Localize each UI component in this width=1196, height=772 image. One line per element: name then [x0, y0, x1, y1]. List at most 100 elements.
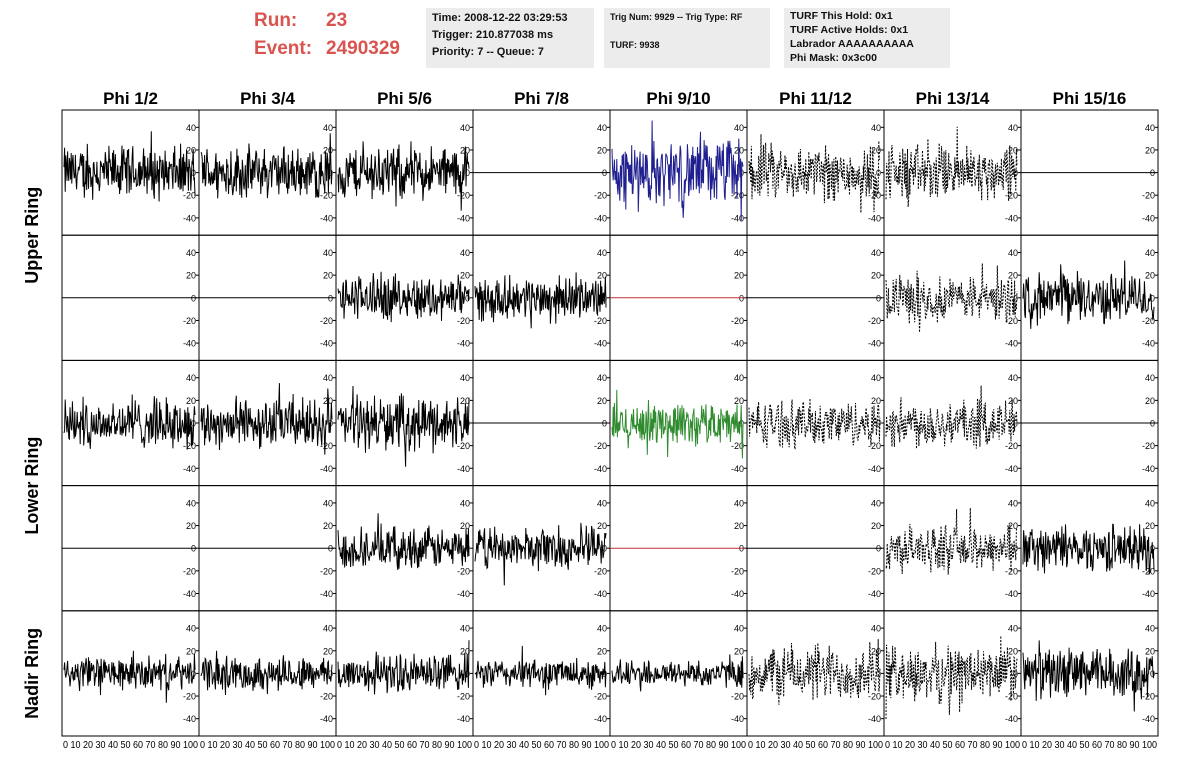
waveform-trace [474, 645, 607, 696]
y-tick-label: -40 [183, 589, 196, 599]
x-tick-labels: 0 10 20 30 40 50 60 70 80 90 100 [1022, 740, 1157, 751]
y-tick-label: 40 [460, 123, 470, 133]
run-label: Run: [254, 10, 298, 31]
waveform-trace [337, 385, 470, 467]
ring-label: Nadir Ring [22, 628, 42, 719]
y-tick-label: 40 [871, 498, 881, 508]
y-tick-label: 20 [734, 271, 744, 281]
y-tick-label: -20 [1005, 692, 1018, 702]
run-value: 23 [326, 10, 348, 31]
x-tick-labels: 0 10 20 30 40 50 60 70 80 90 100 [748, 740, 883, 751]
y-tick-label: 20 [1145, 646, 1155, 656]
y-tick-label: -40 [457, 339, 470, 349]
column-title: Phi 1/2 [103, 89, 158, 108]
y-tick-label: -20 [1142, 566, 1155, 576]
y-tick-label: 20 [1008, 521, 1018, 531]
y-tick-label: 40 [597, 248, 607, 258]
event-value: 2490329 [326, 38, 400, 59]
y-tick-label: -20 [1142, 441, 1155, 451]
y-tick-label: 40 [460, 248, 470, 258]
waveform-trace [611, 389, 744, 459]
y-tick-label: 40 [323, 624, 333, 634]
y-tick-label: 40 [734, 373, 744, 383]
time-text: Time: 2008-12-22 03:29:53 [432, 12, 568, 24]
y-tick-label: 20 [871, 271, 881, 281]
y-tick-label: -20 [1005, 316, 1018, 326]
y-tick-label: -20 [594, 692, 607, 702]
y-tick-label: -20 [868, 566, 881, 576]
y-tick-label: -40 [731, 339, 744, 349]
y-tick-label: -40 [594, 213, 607, 223]
trig-num-text: Trig Num: 9929 -- Trig Type: RF [610, 12, 743, 22]
y-tick-label: -40 [868, 589, 881, 599]
y-tick-label: 40 [1008, 624, 1018, 634]
turf-active-holds-text: TURF Active Holds: 0x1 [790, 24, 909, 36]
y-tick-label: -40 [731, 464, 744, 474]
y-tick-label: -40 [457, 213, 470, 223]
ring-label: Upper Ring [22, 187, 42, 284]
y-tick-label: 40 [460, 373, 470, 383]
y-tick-label: 20 [597, 646, 607, 656]
waveform-trace [63, 650, 196, 703]
x-tick-labels: 0 10 20 30 40 50 60 70 80 90 100 [885, 740, 1020, 751]
y-tick-label: 40 [1145, 373, 1155, 383]
y-tick-label: -20 [731, 692, 744, 702]
ring-label: Lower Ring [22, 437, 42, 535]
y-tick-label: 0 [1013, 544, 1018, 554]
y-tick-label: -20 [1142, 191, 1155, 201]
y-tick-label: 40 [460, 624, 470, 634]
y-tick-label: 0 [876, 669, 881, 679]
y-tick-label: 40 [1008, 123, 1018, 133]
y-tick-label: -40 [1142, 589, 1155, 599]
y-tick-label: 20 [734, 521, 744, 531]
column-title: Phi 15/16 [1053, 89, 1127, 108]
y-tick-label: 20 [1008, 646, 1018, 656]
y-tick-label: 0 [328, 168, 333, 178]
y-tick-label: 40 [734, 498, 744, 508]
y-tick-label: -40 [868, 464, 881, 474]
y-tick-label: 20 [1008, 145, 1018, 155]
y-tick-label: 40 [597, 498, 607, 508]
waveform-trace [337, 141, 470, 211]
x-tick-labels: 0 10 20 30 40 50 60 70 80 90 100 [63, 740, 198, 751]
y-tick-label: 20 [323, 521, 333, 531]
y-tick-label: -40 [868, 714, 881, 724]
x-tick-labels: 0 10 20 30 40 50 60 70 80 90 100 [474, 740, 609, 751]
waveform-trace [885, 507, 1018, 575]
y-tick-label: -40 [183, 714, 196, 724]
y-tick-label: -20 [1142, 316, 1155, 326]
y-tick-label: -40 [183, 464, 196, 474]
y-tick-label: 40 [871, 373, 881, 383]
y-tick-label: -40 [183, 339, 196, 349]
y-tick-label: -40 [594, 339, 607, 349]
y-tick-label: 40 [1008, 248, 1018, 258]
y-tick-label: 20 [460, 396, 470, 406]
y-tick-label: 20 [460, 521, 470, 531]
y-tick-label: -40 [594, 589, 607, 599]
y-tick-label: 20 [186, 646, 196, 656]
y-tick-label: -20 [731, 566, 744, 576]
y-tick-label: 20 [734, 646, 744, 656]
y-tick-label: 40 [1145, 624, 1155, 634]
y-tick-label: -40 [731, 589, 744, 599]
turf-this-hold-text: TURF This Hold: 0x1 [790, 10, 893, 22]
waveform-trace [63, 394, 196, 450]
y-tick-label: -20 [1005, 191, 1018, 201]
x-tick-labels: 0 10 20 30 40 50 60 70 80 90 100 [337, 740, 472, 751]
y-tick-label: 20 [871, 521, 881, 531]
waveform-trace [200, 650, 333, 696]
y-tick-label: 20 [597, 396, 607, 406]
y-tick-label: -40 [320, 339, 333, 349]
waveform-trace [885, 126, 1018, 207]
y-tick-label: -40 [868, 213, 881, 223]
column-title: Phi 13/14 [916, 89, 990, 108]
y-tick-label: -20 [731, 441, 744, 451]
y-tick-label: -20 [1005, 566, 1018, 576]
y-tick-label: -20 [1005, 441, 1018, 451]
y-tick-label: 20 [597, 145, 607, 155]
y-tick-label: -40 [1142, 464, 1155, 474]
phi-mask-text: Phi Mask: 0x3c00 [790, 52, 877, 64]
y-tick-label: 20 [597, 271, 607, 281]
y-tick-label: 40 [1145, 248, 1155, 258]
waveform-trace [337, 513, 470, 570]
